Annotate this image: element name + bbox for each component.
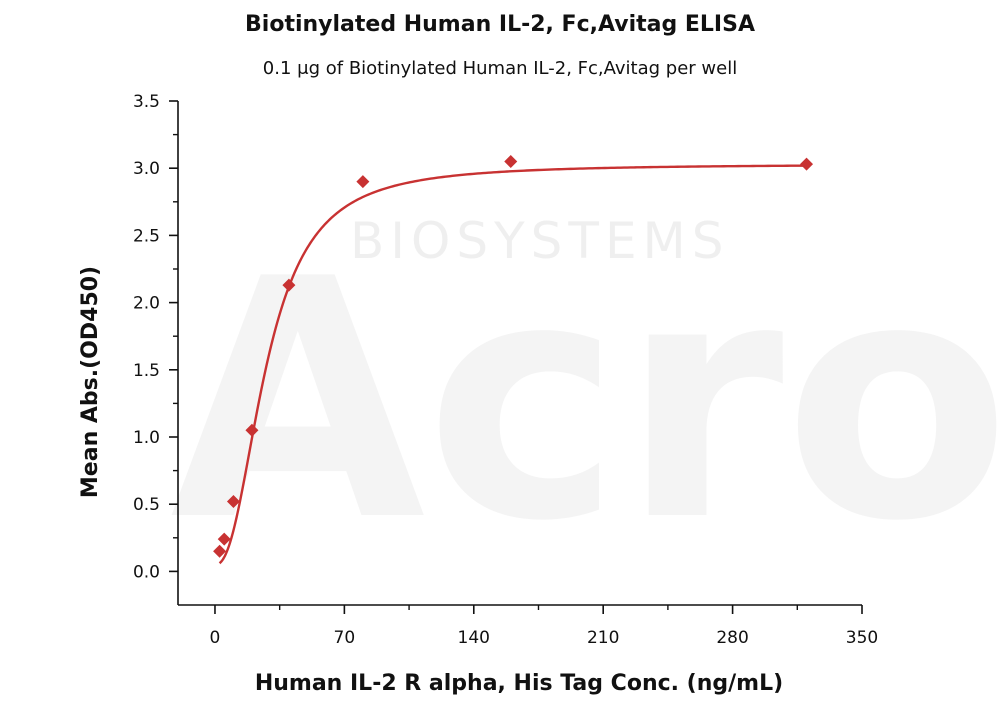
data-point <box>226 495 240 509</box>
x-tick-label: 210 <box>587 628 619 648</box>
fit-curve-group <box>218 164 807 565</box>
y-tick-label: 2.0 <box>133 294 160 314</box>
y-tick-label: 2.5 <box>133 226 160 246</box>
data-point <box>356 175 370 189</box>
watermark-brand: Acro <box>170 209 1000 593</box>
x-tick-label: 280 <box>716 628 748 648</box>
data-point <box>800 157 814 171</box>
watermark: Acro BIOSYSTEMS <box>170 209 1000 593</box>
data-points <box>213 154 814 558</box>
data-point <box>282 278 296 292</box>
x-tick-label: 140 <box>458 628 490 648</box>
y-tick-label: 3.0 <box>133 159 160 179</box>
x-tick-label: 350 <box>846 628 878 648</box>
fit-curve <box>218 164 807 565</box>
axes: 0.0 0.5 1.0 1.5 2.0 2.5 3.0 3.5 0 70 140 210 280 350 <box>133 92 878 648</box>
chart-title: Biotinylated Human IL-2, Fc,Avitag ELISA <box>245 12 755 37</box>
x-tick-label: 0 <box>210 628 221 648</box>
x-tick-label: 70 <box>334 628 356 648</box>
chart-subtitle: 0.1 μg of Biotinylated Human IL-2, Fc,Av… <box>262 58 738 79</box>
data-point <box>245 423 259 437</box>
y-tick-label: 3.5 <box>133 92 160 112</box>
y-tick-label: 0.0 <box>133 562 160 582</box>
y-tick-label: 1.0 <box>133 428 160 448</box>
y-axis-title: Mean Abs.(OD450) <box>78 266 103 498</box>
data-point <box>504 154 518 168</box>
x-axis-title: Human IL-2 R alpha, His Tag Conc. (ng/mL… <box>255 671 783 696</box>
y-tick-label: 1.5 <box>133 361 160 381</box>
data-point <box>213 544 227 558</box>
y-tick-label: 0.5 <box>133 495 160 515</box>
data-point <box>217 532 231 546</box>
watermark-tagline: BIOSYSTEMS <box>350 212 729 270</box>
